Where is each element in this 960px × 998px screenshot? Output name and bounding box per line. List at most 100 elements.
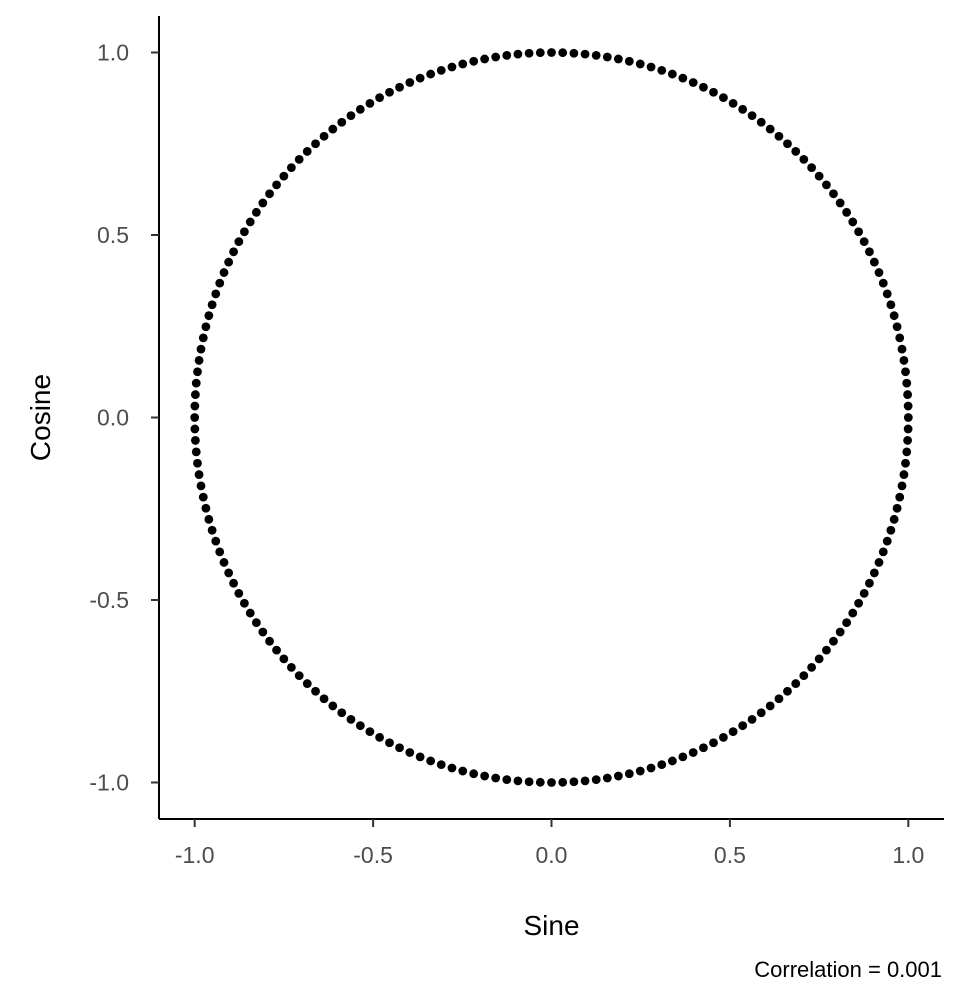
data-point — [294, 671, 304, 680]
data-point — [765, 701, 775, 711]
data-point — [709, 87, 718, 97]
data-point — [245, 217, 255, 227]
data-point — [258, 198, 268, 208]
data-point — [513, 776, 523, 786]
data-point — [196, 344, 206, 354]
x-tick-label: 1.0 — [892, 842, 924, 868]
data-point — [469, 56, 479, 66]
y-axis-title: Cosine — [25, 374, 56, 461]
data-point — [874, 268, 884, 277]
data-point — [897, 344, 907, 354]
data-point — [535, 777, 545, 787]
data-point — [886, 525, 896, 535]
y-tick-label: -0.5 — [89, 587, 129, 613]
data-point — [190, 390, 200, 399]
points-layer — [190, 48, 913, 787]
data-point — [265, 636, 274, 646]
data-point — [194, 470, 204, 479]
data-point — [895, 333, 905, 343]
data-point — [302, 147, 312, 156]
data-point — [234, 237, 244, 247]
data-point — [365, 727, 375, 737]
data-point — [903, 390, 913, 399]
data-point — [897, 481, 907, 491]
data-point — [385, 87, 394, 97]
data-point — [558, 48, 568, 58]
data-point — [328, 124, 338, 134]
data-point — [190, 424, 200, 434]
data-point — [869, 257, 879, 267]
data-point — [311, 139, 320, 149]
data-point — [198, 492, 208, 502]
data-point — [657, 760, 667, 770]
data-point — [547, 778, 556, 787]
data-point — [774, 694, 784, 704]
data-point — [219, 268, 229, 277]
data-point — [865, 578, 874, 588]
data-point — [229, 247, 238, 257]
x-tick-label: 0.0 — [536, 842, 568, 868]
data-point — [239, 227, 249, 237]
data-point — [799, 671, 809, 680]
data-point — [319, 694, 329, 704]
data-point — [901, 367, 910, 377]
data-point — [848, 608, 858, 618]
y-axis-ticks: -1.0 -0.5 0.0 0.5 1.0 — [89, 40, 159, 796]
data-point — [613, 771, 623, 781]
data-point — [688, 78, 698, 87]
data-point — [635, 59, 645, 69]
data-point — [657, 65, 667, 75]
data-point — [783, 686, 792, 696]
data-point — [346, 714, 356, 724]
data-point — [859, 237, 869, 247]
data-point — [903, 413, 913, 422]
data-point — [667, 69, 677, 79]
data-point — [211, 536, 221, 546]
data-point — [190, 413, 200, 422]
data-point — [328, 701, 338, 711]
data-point — [822, 180, 831, 190]
data-point — [219, 558, 229, 567]
data-point — [728, 98, 738, 108]
data-point — [215, 547, 225, 557]
data-point — [502, 50, 512, 60]
data-point — [491, 773, 501, 783]
data-point — [747, 111, 757, 121]
data-point — [405, 78, 415, 87]
data-point — [569, 48, 579, 58]
data-point — [190, 436, 200, 445]
data-point — [842, 207, 852, 217]
data-point — [756, 117, 766, 127]
data-point — [436, 760, 446, 770]
data-point — [319, 131, 329, 141]
data-point — [624, 769, 634, 779]
data-point — [874, 558, 884, 567]
data-point — [835, 627, 845, 637]
data-point — [591, 775, 601, 785]
data-point — [190, 401, 200, 411]
data-point — [558, 777, 568, 787]
data-point — [719, 732, 728, 742]
data-point — [799, 155, 809, 164]
data-point — [699, 743, 708, 753]
x-tick-label: 0.5 — [714, 842, 746, 868]
data-point — [791, 147, 801, 156]
data-point — [245, 608, 255, 618]
data-point — [251, 207, 261, 217]
data-point — [902, 447, 912, 457]
data-point — [302, 679, 312, 688]
data-point — [842, 618, 852, 628]
data-point — [902, 378, 912, 388]
data-point — [385, 738, 394, 748]
data-point — [774, 131, 784, 141]
data-point — [355, 721, 365, 731]
data-point — [480, 54, 490, 64]
data-point — [365, 98, 375, 108]
data-point — [738, 104, 748, 114]
data-point — [375, 732, 384, 742]
data-point — [458, 766, 468, 776]
data-point — [865, 247, 874, 257]
data-point — [294, 155, 304, 164]
data-point — [738, 721, 748, 731]
